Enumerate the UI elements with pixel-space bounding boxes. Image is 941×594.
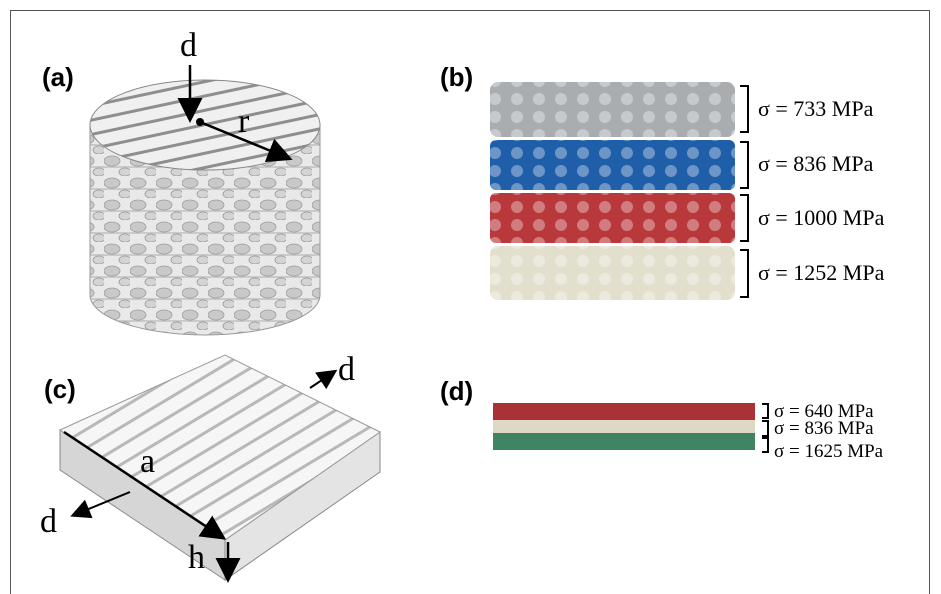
bracket (762, 421, 768, 436)
slab-top (60, 355, 380, 540)
annotation: d (180, 27, 197, 64)
panel-c: (c) d a d h (40, 351, 380, 580)
layer-texture (490, 82, 735, 137)
panel-label: (b) (440, 62, 473, 92)
panel-b: (b) σ = 733 MPa σ = 836 MPa σ = 1000 MPa… (440, 62, 885, 300)
layer-texture (490, 246, 735, 300)
bracket (762, 438, 768, 452)
stress-label: σ = 1000 MPa (758, 205, 885, 230)
stress-label: σ = 836 MPa (758, 151, 874, 176)
bracket (740, 195, 748, 241)
panel-label: (c) (44, 374, 76, 404)
bracket (740, 142, 748, 188)
arrow (310, 372, 334, 388)
panel-a: (a) d r (42, 27, 320, 335)
stress-label: σ = 1625 MPa (774, 441, 884, 462)
annotation: d (338, 351, 355, 388)
stress-label: σ = 836 MPa (774, 418, 874, 439)
stress-label: σ = 733 MPa (758, 96, 874, 121)
panel-d: (d) σ = 640 MPa σ = 836 MPa σ = 1625 MPa (440, 376, 884, 462)
panel-label: (d) (440, 376, 473, 406)
stress-label: σ = 1252 MPa (758, 260, 885, 285)
layer (493, 433, 755, 450)
panel-label: (a) (42, 62, 74, 92)
bracket (762, 404, 768, 418)
annotation: r (238, 103, 250, 140)
layer-texture (490, 140, 735, 190)
layer (493, 420, 755, 433)
annotation: a (140, 443, 155, 480)
layer (493, 403, 755, 420)
layer-texture (490, 193, 735, 243)
annotation: h (188, 539, 205, 576)
bracket (740, 250, 748, 297)
figure: (a) d r (b) σ = 733 MPa σ = 836 MPa σ = … (0, 0, 941, 594)
bracket (740, 86, 748, 132)
annotation: d (40, 503, 57, 540)
